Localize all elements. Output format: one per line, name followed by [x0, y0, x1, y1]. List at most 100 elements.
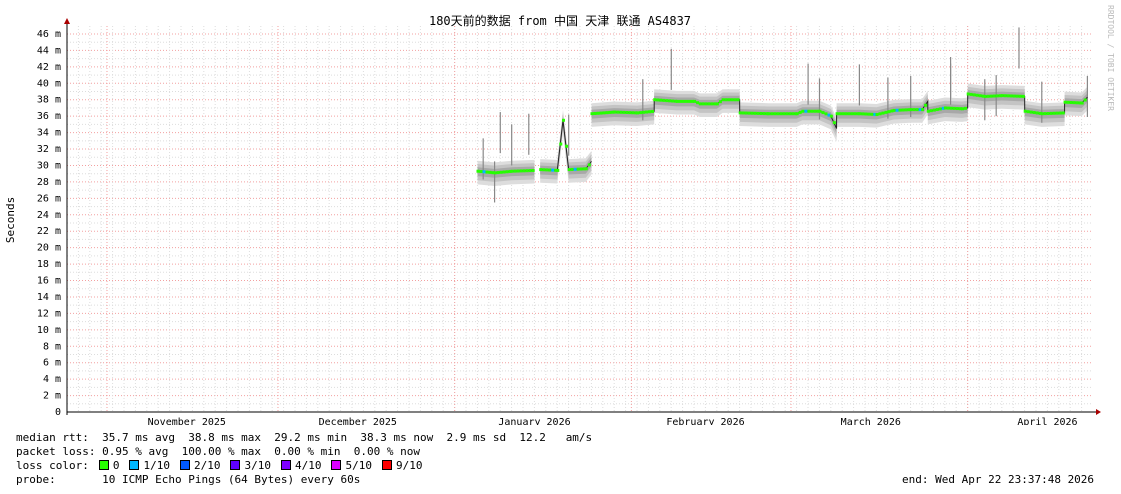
median-point	[955, 107, 959, 111]
median-point	[625, 110, 629, 114]
median-point	[827, 113, 831, 117]
median-point	[653, 98, 657, 102]
x-tick-label: December 2025	[319, 417, 397, 425]
median-point	[898, 108, 902, 112]
y-tick-label: 22 m	[37, 226, 61, 237]
median-point	[479, 170, 483, 174]
median-point	[582, 167, 586, 171]
median-point	[616, 110, 620, 114]
median-point	[1032, 111, 1036, 115]
loss-color-row: loss color: 0 1/10 2/10 3/10 4/10 5/10 9/10	[16, 459, 422, 473]
x-tick-label: March 2026	[841, 417, 901, 425]
median-point	[1083, 98, 1087, 102]
median-point	[1026, 110, 1030, 114]
median-point	[975, 93, 979, 97]
median-point	[485, 170, 489, 174]
median-point	[972, 93, 976, 97]
loss-color-swatch	[331, 460, 342, 470]
y-tick-label: 12 m	[37, 308, 61, 319]
y-tick-label: 40 m	[37, 78, 61, 89]
median-point	[539, 168, 543, 172]
median-point	[969, 92, 973, 96]
median-point	[890, 109, 894, 113]
median-point	[938, 107, 942, 111]
median-values: 35.7 ms avg 38.8 ms max 29.2 ms min 38.3…	[102, 431, 593, 444]
median-point	[502, 170, 506, 174]
median-point	[611, 110, 615, 114]
median-point	[1009, 94, 1013, 98]
median-point	[602, 111, 606, 115]
probe-row: probe: 10 ICMP Echo Pings (64 Bytes) eve…	[16, 473, 360, 487]
median-point	[901, 108, 905, 112]
median-point	[659, 98, 663, 102]
median-point	[785, 112, 789, 116]
y-tick-label: 8 m	[43, 341, 61, 352]
latency-chart: 180天前的数据 from 中国 天津 联通 AS4837 Seconds RR…	[4, 5, 1115, 425]
median-point	[1049, 111, 1053, 115]
median-point	[642, 110, 646, 114]
median-point	[639, 111, 643, 115]
packet-loss-row: packet loss: 0.95 % avg 100.00 % max 0.0…	[16, 445, 420, 459]
median-point	[713, 102, 717, 106]
median-point	[875, 113, 879, 117]
loss-color-label: 0	[112, 459, 120, 472]
median-point	[1052, 111, 1056, 115]
rrdtool-watermark: RRDTOOL / TOBI OETIKER	[1106, 5, 1115, 111]
median-point	[628, 111, 632, 115]
median-point	[707, 102, 711, 106]
chart-title: 180天前的数据 from 中国 天津 联通 AS4837	[429, 13, 691, 28]
median-point	[564, 144, 568, 148]
median-point	[776, 112, 780, 116]
median-point	[545, 168, 549, 172]
median-point	[1006, 94, 1010, 98]
median-point	[710, 102, 714, 106]
median-point	[741, 111, 745, 115]
median-point	[1063, 100, 1067, 104]
median-point	[960, 107, 964, 111]
median-point	[829, 114, 833, 118]
median-point	[949, 106, 953, 110]
median-point	[554, 168, 558, 172]
median-point	[590, 112, 594, 116]
y-tick-label: 6 m	[43, 358, 61, 369]
median-point	[1029, 110, 1033, 114]
median-point	[756, 111, 760, 115]
median-point	[519, 169, 523, 173]
median-point	[636, 111, 640, 115]
median-point	[946, 106, 950, 110]
median-point	[599, 111, 603, 115]
median-point	[656, 98, 660, 102]
y-tick-label: 4 m	[43, 374, 61, 385]
median-point	[675, 99, 679, 103]
median-point	[861, 112, 865, 116]
probe-value: 10 ICMP Echo Pings (64 Bytes) every 60s	[102, 473, 361, 486]
median-point	[730, 98, 734, 102]
loss-color-swatch	[381, 460, 392, 470]
median-point	[744, 111, 748, 115]
median-point	[496, 171, 500, 175]
median-point	[838, 112, 842, 116]
median-point	[1023, 109, 1027, 113]
median-point	[853, 112, 857, 116]
median-point	[992, 94, 996, 98]
median-point	[681, 99, 685, 103]
y-tick-label: 16 m	[37, 276, 61, 287]
median-rtt-row: median rtt: 35.7 ms avg 38.8 ms max 29.2…	[16, 431, 592, 445]
median-point	[864, 112, 868, 116]
median-point	[704, 102, 708, 106]
median-point	[556, 168, 560, 172]
median-point	[881, 111, 885, 115]
median-point	[668, 99, 672, 103]
median-point	[926, 109, 930, 113]
x-axis-arrow	[1096, 409, 1101, 415]
median-point	[813, 109, 817, 113]
y-tick-label: 0	[55, 407, 61, 418]
y-axis-label: Seconds	[4, 197, 17, 243]
y-tick-label: 38 m	[37, 95, 61, 106]
loss-color-swatch	[280, 460, 291, 470]
y-tick-label: 10 m	[37, 325, 61, 336]
median-point	[648, 110, 652, 114]
median-point	[605, 111, 609, 115]
median-point	[576, 167, 580, 171]
median-point	[482, 170, 486, 174]
